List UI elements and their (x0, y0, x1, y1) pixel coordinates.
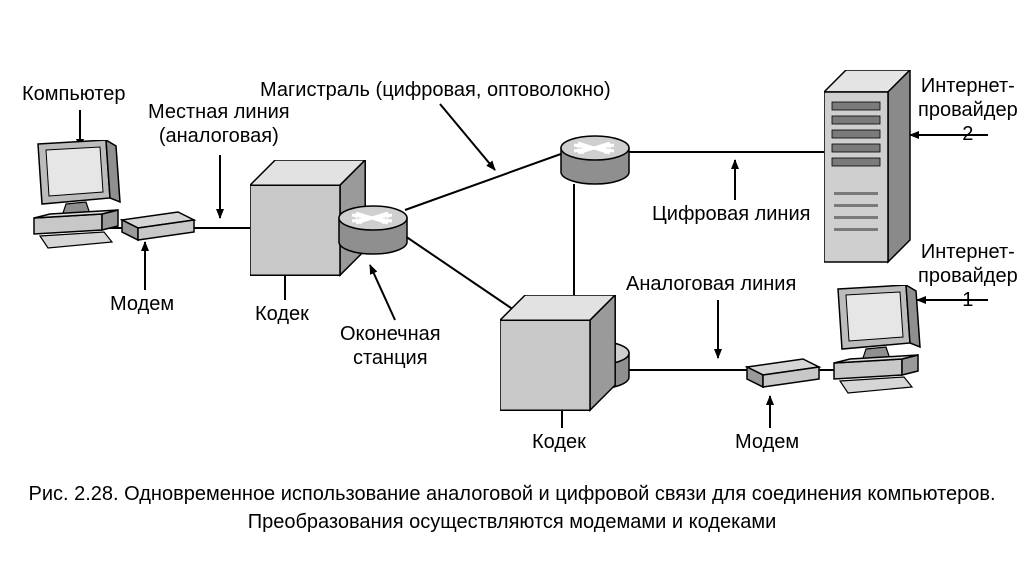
label-computer: Компьютер (22, 82, 126, 106)
label-digital_line: Цифровая линия (652, 202, 810, 226)
node-computer_right (830, 285, 926, 402)
label-modem_right: Модем (735, 430, 799, 454)
node-modem_left (120, 210, 198, 249)
label-local_line: Местная линия (аналоговая) (148, 100, 290, 148)
node-modem_right (745, 357, 823, 396)
node-router_top (560, 135, 630, 194)
label-end_station: Оконечная станция (340, 322, 441, 370)
node-router_left (338, 205, 408, 264)
node-server (824, 70, 912, 269)
label-codec_left: Кодек (255, 302, 309, 326)
label-isp2: Интернет- провайдер 2 (918, 74, 1018, 146)
label-isp1: Интернет- провайдер 1 (918, 240, 1018, 312)
diagram-canvas: Компьютер Местная линия (аналоговая)Магис… (0, 0, 1024, 574)
node-computer_left (30, 140, 126, 257)
label-modem_left: Модем (110, 292, 174, 316)
label-codec_bot: Кодек (532, 430, 586, 454)
label-analog_line: Аналоговая линия (626, 272, 796, 296)
figure-caption: Рис. 2.28. Одновременное использование а… (0, 480, 1024, 536)
node-codec_bot (500, 295, 617, 417)
label-trunk: Магистраль (цифровая, оптоволокно) (260, 78, 611, 102)
